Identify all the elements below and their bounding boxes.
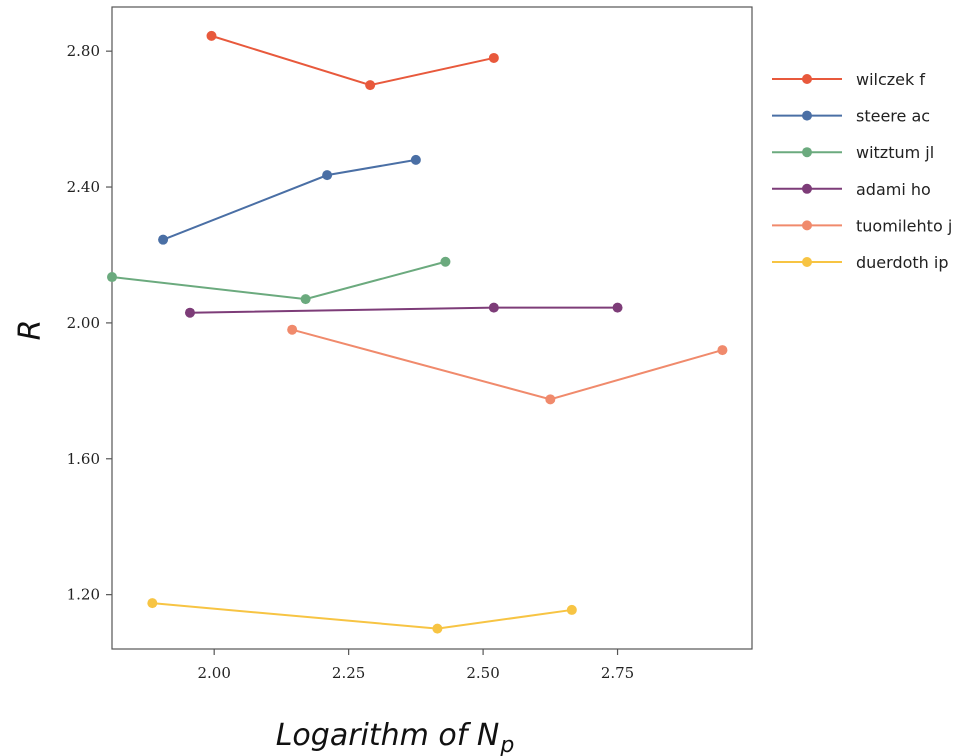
- y-tick-label: 2.40: [67, 178, 100, 196]
- data-point: [488, 52, 499, 63]
- data-point: [410, 154, 421, 165]
- data-point: [206, 30, 217, 41]
- data-point: [566, 604, 577, 615]
- data-point: [488, 302, 499, 313]
- x-tick-label: 2.75: [601, 664, 634, 682]
- data-point: [717, 345, 728, 356]
- legend-label: wilczek f: [856, 70, 925, 89]
- series-layer: [107, 30, 728, 634]
- data-point: [147, 598, 158, 609]
- y-tick-label: 1.20: [67, 586, 100, 604]
- legend-label: witztum jl: [856, 143, 934, 162]
- y-axis-title: R: [13, 320, 48, 341]
- legend-marker: [802, 257, 812, 267]
- legend-label: tuomilehto j: [856, 216, 952, 235]
- y-tick-label: 2.80: [67, 42, 100, 60]
- legend-marker: [802, 74, 812, 84]
- legend-marker: [802, 220, 812, 231]
- legend-marker: [802, 147, 812, 158]
- data-point: [545, 394, 556, 405]
- data-point: [107, 272, 117, 283]
- x-tick-label: 2.25: [332, 664, 365, 682]
- legend-marker: [802, 183, 812, 194]
- data-point: [432, 623, 443, 634]
- y-tick-label: 1.60: [67, 450, 100, 468]
- x-axis-title-subscript: p: [499, 733, 514, 756]
- legend-label: duerdoth ip: [856, 253, 948, 272]
- plot-area: [111, 6, 753, 650]
- data-point: [300, 294, 311, 305]
- legend: wilczek f steere ac witztum jl adami ho tuom…: [772, 70, 952, 272]
- y-axis: 1.20 1.60 2.00 2.40 2.80: [67, 42, 112, 604]
- x-axis: 2.00 2.25 2.50 2.75: [197, 649, 634, 682]
- x-axis-title: Logarithm of Np: [276, 718, 515, 756]
- legend-label: steere ac: [856, 107, 930, 126]
- x-tick-label: 2.00: [197, 664, 230, 682]
- legend-label: adami ho: [856, 180, 931, 199]
- data-point: [365, 80, 376, 91]
- legend-marker: [802, 110, 812, 121]
- y-tick-label: 2.00: [67, 314, 100, 332]
- data-point: [440, 256, 451, 267]
- x-axis-title-main: Logarithm of N: [276, 718, 500, 753]
- x-tick-label: 2.50: [466, 664, 499, 682]
- data-point: [287, 324, 298, 335]
- data-point: [322, 170, 333, 181]
- data-point: [158, 234, 169, 245]
- data-point: [184, 307, 195, 318]
- data-point: [612, 302, 623, 313]
